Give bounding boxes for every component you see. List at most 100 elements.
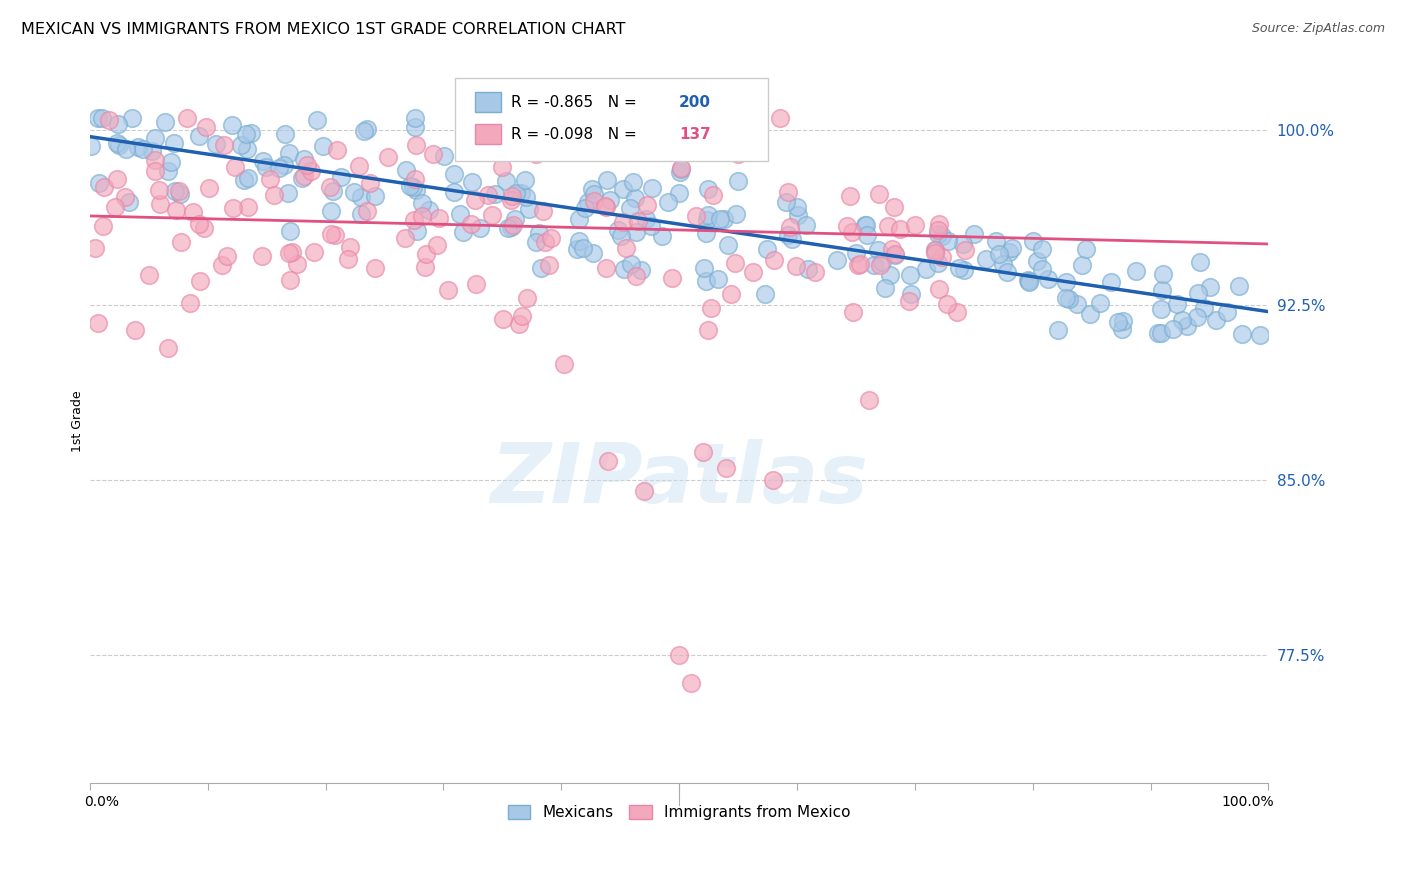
Point [935, 297, 957, 311]
Point [1171, 313, 1194, 327]
Point [855, 218, 877, 232]
Point [165, 202, 187, 217]
Point [880, 243, 903, 257]
Point [229, 138, 252, 153]
Point [582, 194, 605, 208]
Point [1036, 272, 1059, 286]
Point [1166, 297, 1188, 311]
Point [936, 234, 959, 248]
Point [212, 138, 235, 153]
Point [97, 112, 120, 127]
Point [405, 224, 427, 238]
Point [725, 207, 748, 221]
Point [904, 218, 927, 232]
Point [453, 226, 475, 240]
Point [464, 193, 486, 207]
Point [292, 169, 315, 184]
Point [143, 163, 166, 178]
Point [1185, 310, 1208, 325]
Point [702, 188, 724, 202]
Point [114, 189, 136, 203]
Point [426, 238, 449, 252]
Point [696, 208, 718, 222]
Point [598, 454, 620, 468]
Point [1161, 322, 1184, 336]
Point [716, 461, 738, 475]
Point [80, 138, 103, 153]
Point [1112, 314, 1135, 328]
Point [1022, 234, 1045, 248]
Point [898, 268, 921, 282]
Point [277, 246, 299, 260]
Point [1216, 304, 1239, 318]
Point [138, 268, 160, 282]
Point [679, 675, 702, 690]
Point [1188, 255, 1211, 269]
Point [350, 207, 373, 221]
Point [179, 296, 201, 310]
Point [233, 173, 256, 187]
Point [889, 221, 911, 235]
Point [118, 194, 141, 209]
Point [928, 282, 950, 296]
Point [693, 261, 716, 276]
Point [273, 158, 295, 172]
Point [141, 145, 163, 159]
Point [337, 252, 360, 267]
Point [515, 172, 537, 186]
Point [927, 223, 949, 237]
Text: 137: 137 [679, 127, 711, 142]
Point [285, 257, 308, 271]
Point [786, 200, 808, 214]
Point [1070, 258, 1092, 272]
Point [636, 198, 658, 212]
Point [418, 202, 440, 217]
Point [363, 189, 385, 203]
Point [278, 273, 301, 287]
Point [254, 160, 277, 174]
Point [131, 142, 153, 156]
Point [595, 200, 617, 214]
Point [695, 226, 717, 240]
Point [437, 283, 460, 297]
Point [776, 185, 799, 199]
Point [1054, 291, 1077, 305]
Text: 200: 200 [679, 95, 711, 110]
Point [630, 263, 652, 277]
Point [700, 301, 723, 315]
Point [149, 197, 172, 211]
Point [1198, 280, 1220, 294]
Point [114, 142, 136, 156]
Point [413, 260, 436, 274]
Point [405, 137, 427, 152]
Point [661, 271, 683, 285]
Point [924, 243, 946, 257]
Point [607, 223, 630, 237]
Point [267, 161, 290, 176]
Point [593, 199, 616, 213]
Point [395, 163, 418, 178]
Point [221, 118, 243, 132]
Point [841, 226, 863, 240]
Point [1107, 315, 1129, 329]
Point [153, 114, 176, 128]
Point [948, 261, 970, 276]
Point [724, 256, 747, 270]
Point [491, 160, 513, 174]
Point [717, 238, 740, 252]
Point [576, 195, 599, 210]
Point [626, 268, 648, 283]
Point [148, 183, 170, 197]
Point [1175, 318, 1198, 333]
Point [449, 207, 471, 221]
Point [946, 305, 969, 319]
Point [404, 111, 426, 125]
Point [501, 189, 523, 203]
Point [995, 265, 1018, 279]
Point [499, 219, 522, 234]
Point [581, 181, 603, 195]
Point [713, 212, 735, 227]
Point [696, 142, 718, 156]
Point [1026, 254, 1049, 268]
Point [160, 154, 183, 169]
